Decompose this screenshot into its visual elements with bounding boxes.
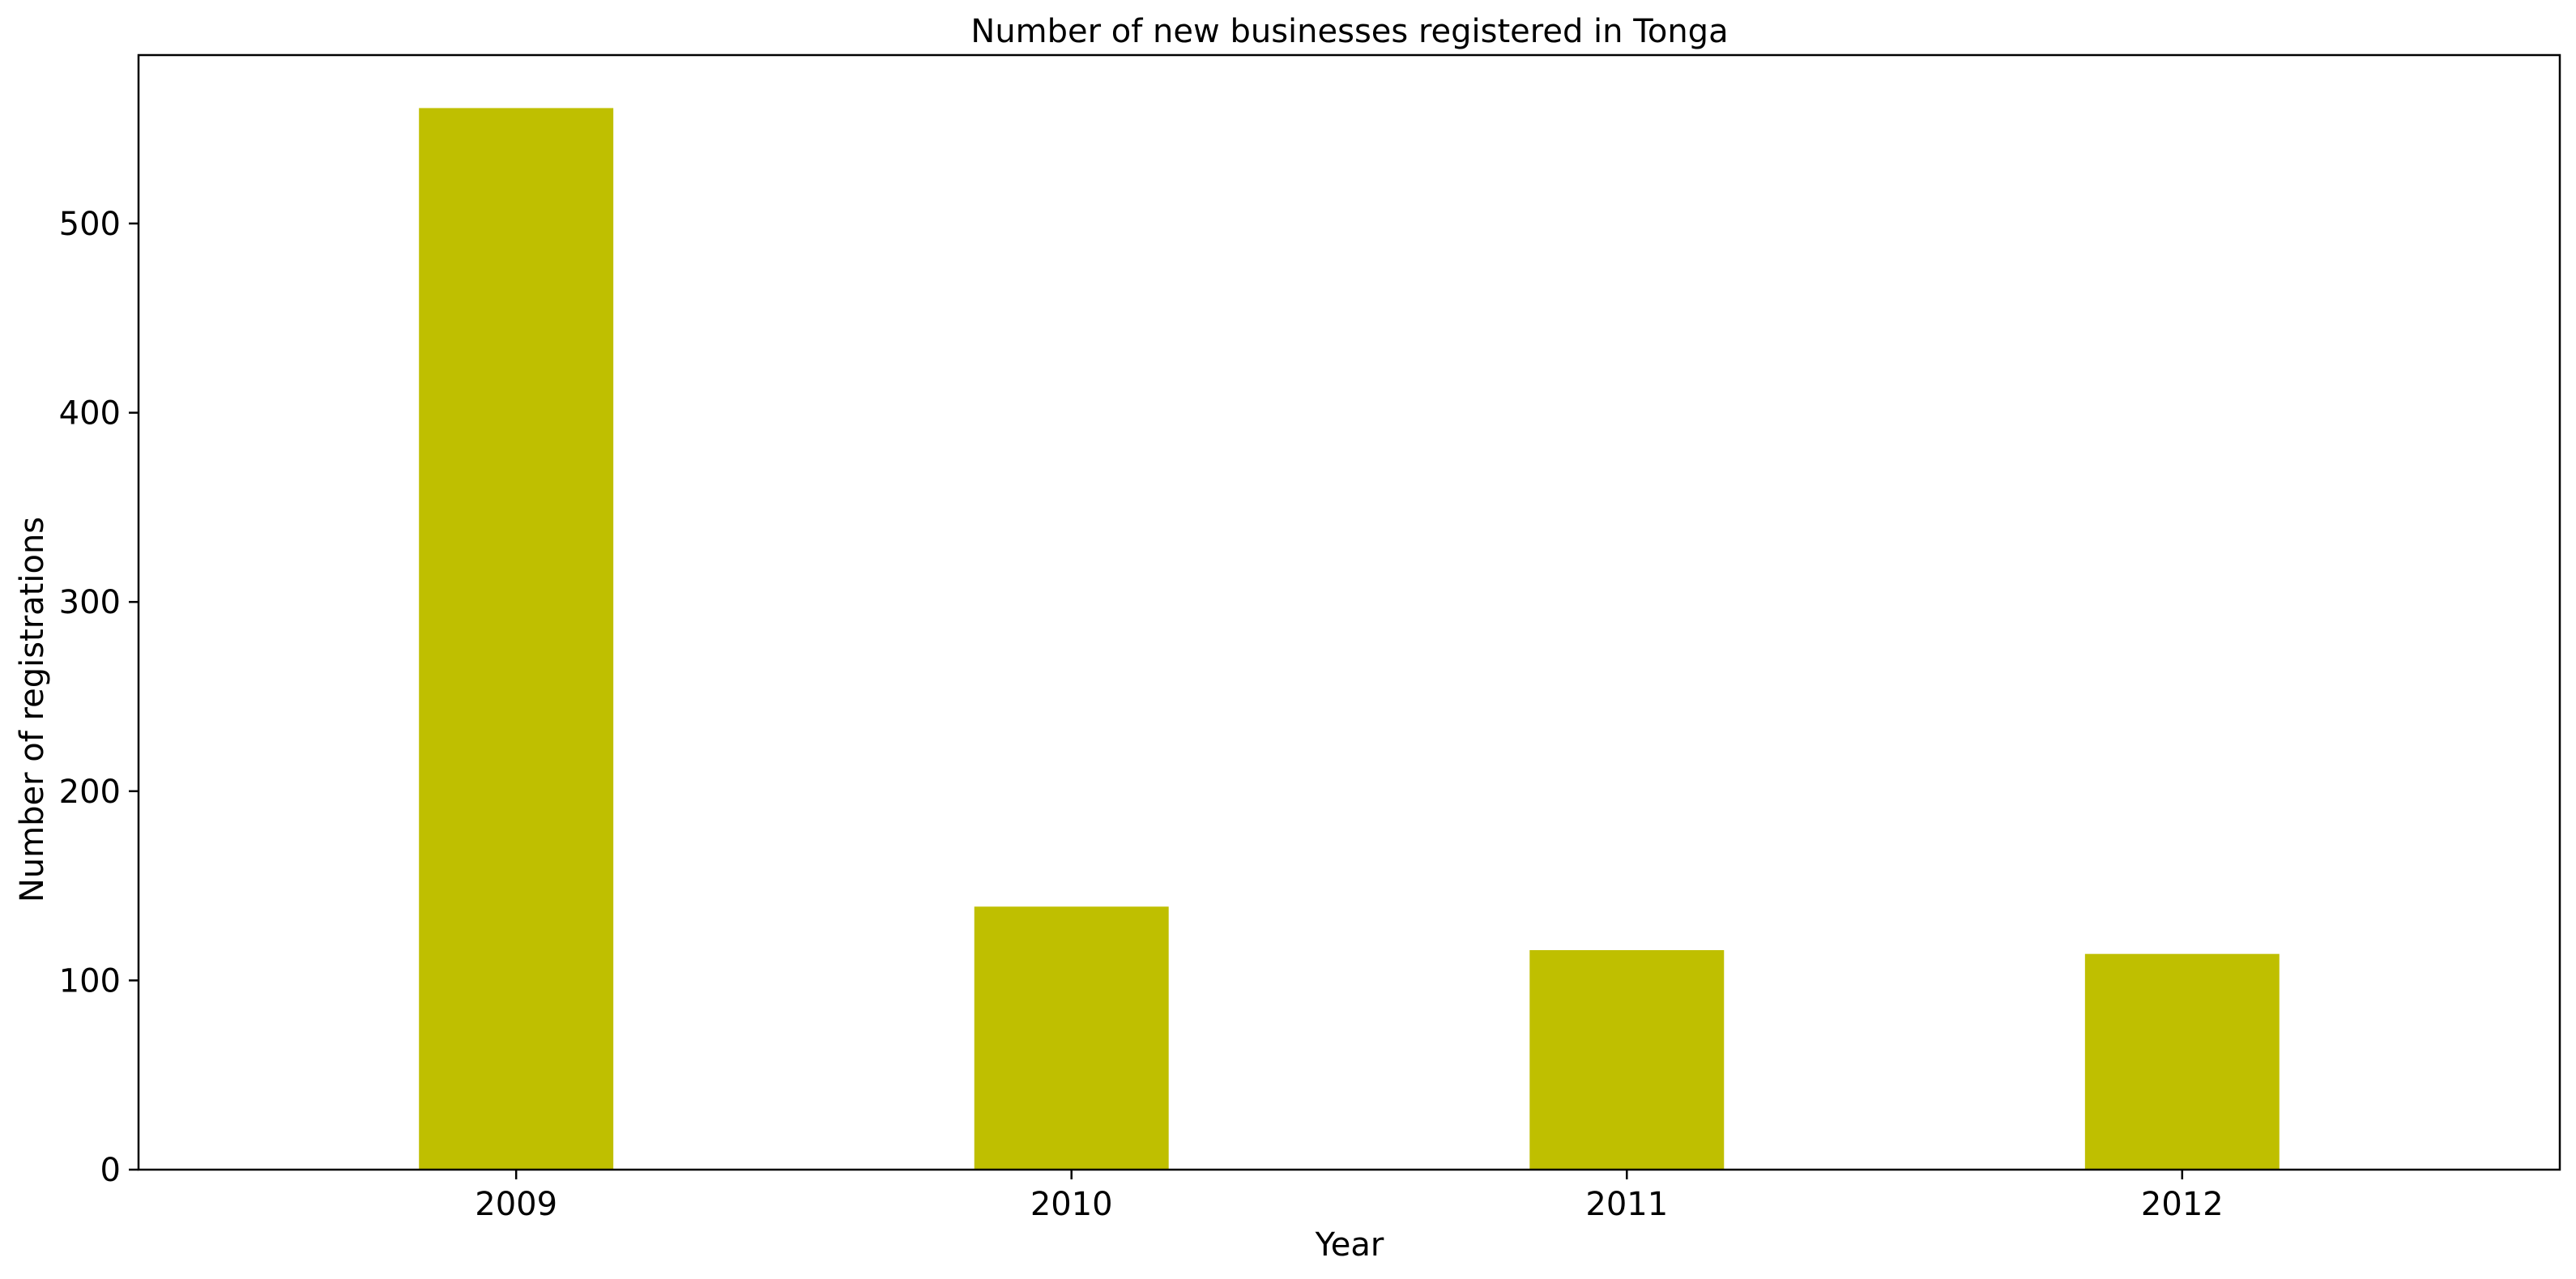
chart-title: Number of new businesses registered in T… bbox=[970, 13, 1728, 50]
x-tick-label: 2011 bbox=[1585, 1186, 1668, 1223]
bar-2011 bbox=[1529, 950, 1725, 1170]
bar-2010 bbox=[974, 906, 1169, 1170]
x-axis-label: Year bbox=[1315, 1226, 1384, 1264]
y-tick-label: 500 bbox=[59, 206, 121, 243]
y-tick-label: 300 bbox=[59, 584, 121, 621]
y-tick-label: 400 bbox=[59, 395, 121, 433]
y-tick-label: 100 bbox=[59, 962, 121, 1000]
x-tick-label: 2009 bbox=[475, 1186, 557, 1223]
bars-group bbox=[419, 108, 2280, 1170]
y-tick-label: 200 bbox=[59, 774, 121, 811]
x-tick-label: 2012 bbox=[2141, 1186, 2224, 1223]
y-axis-ticks: 0 100 200 300 400 500 bbox=[59, 206, 139, 1189]
bar-2012 bbox=[2084, 953, 2280, 1170]
x-axis-ticks: 2009 2010 2011 2012 bbox=[475, 1170, 2224, 1223]
bar-2009 bbox=[419, 108, 614, 1170]
y-axis-label: Number of registrations bbox=[14, 517, 51, 902]
y-tick-label: 0 bbox=[100, 1152, 121, 1189]
plot-frame bbox=[137, 53, 2561, 1171]
x-tick-label: 2010 bbox=[1030, 1186, 1113, 1223]
